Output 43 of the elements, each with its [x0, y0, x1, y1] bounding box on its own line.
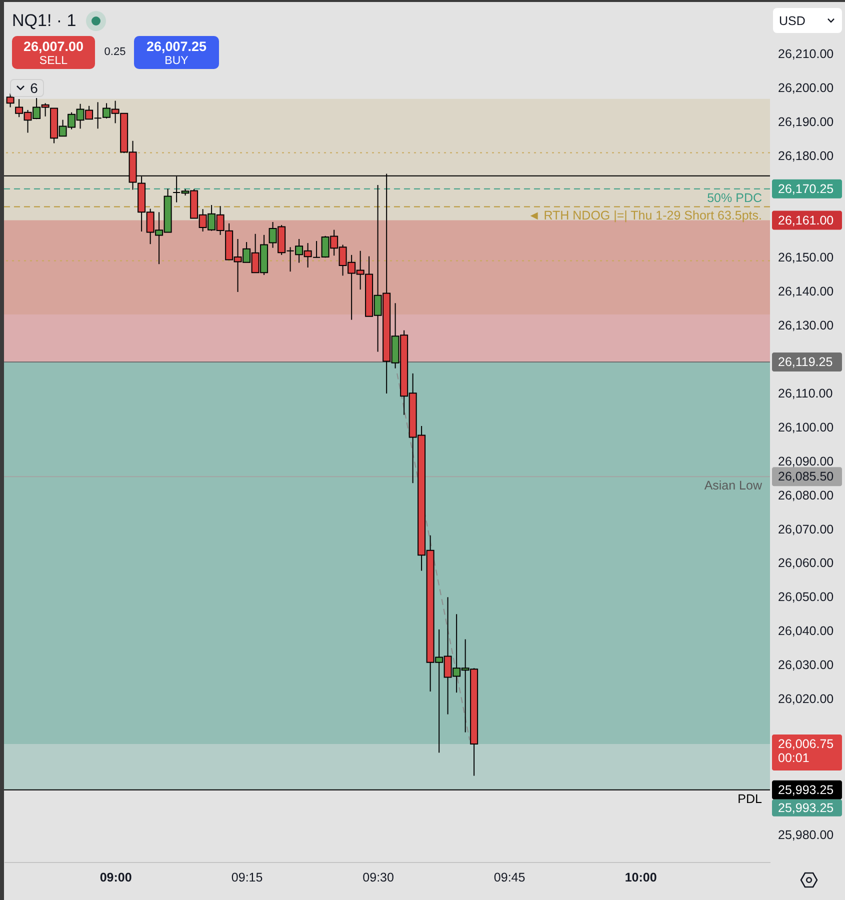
y-tick-label: 26,020.00 — [778, 692, 834, 706]
y-tick-label: 26,070.00 — [778, 522, 834, 536]
text: NQ1! · 1 — [12, 11, 76, 31]
y-tick-label: 26,140.00 — [778, 284, 834, 299]
y-tick-label: 26,119.25 — [778, 355, 833, 370]
x-tick-label: 10:00 — [624, 870, 657, 884]
text: USD — [779, 14, 806, 28]
y-tick-label: 25,993.25 — [778, 782, 834, 797]
y-tick-label: 26,180.00 — [778, 148, 834, 163]
y-tick-label: 26,030.00 — [778, 658, 834, 672]
annotation: SELL — [38, 54, 69, 68]
y-tick-label: 26,100.00 — [778, 420, 834, 434]
x-tick-label: 09:45 — [494, 870, 526, 884]
annotation: BUY — [164, 54, 190, 68]
candlestick — [6, 92, 14, 108]
x-tick-label: 09:00 — [100, 870, 132, 884]
y-tick-label: 26,080.00 — [778, 488, 834, 502]
ref-line-label: 50% PDC — [707, 190, 762, 205]
y-tick-label: 26,090.00 — [778, 454, 834, 468]
y-tick-label: 26,190.00 — [778, 114, 834, 129]
y-tick-label: 26,150.00 — [778, 250, 834, 265]
y-tick-label: 25,980.00 — [778, 828, 834, 842]
ref-line-label: Asian Low — [704, 478, 763, 493]
y-tick-label: 26,040.00 — [778, 624, 834, 638]
x-tick-label: 09:30 — [362, 870, 394, 884]
y-tick-label: 26,006.75 — [778, 737, 834, 752]
y-tick-label: 26,085.50 — [778, 470, 834, 484]
annotation: 26,007.00 — [22, 39, 85, 55]
ref-line-label: ◄ RTH NDOG |=| Thu 1-29 Short 63.5pts. — [528, 208, 762, 223]
y-tick-label: 26,130.00 — [778, 318, 834, 333]
annotation: 26,007.25 — [145, 39, 208, 55]
y-tick-label: 26,060.00 — [778, 556, 834, 570]
x-tick-label: 09:15 — [231, 870, 263, 884]
ref-line-label: PDL — [738, 792, 762, 806]
y-tick-label: 26,170.25 — [778, 182, 834, 196]
y-tick-label: 26,200.00 — [778, 80, 834, 95]
y-tick-label: 26,161.00 — [778, 213, 834, 228]
y-tick-label: 26,210.00 — [778, 46, 834, 61]
text: 00:01 — [778, 751, 810, 766]
annotation: 0.25 — [103, 46, 127, 58]
annotation: 6 — [30, 80, 38, 96]
y-tick-label: 26,050.00 — [778, 590, 834, 604]
y-tick-label: 26,110.00 — [778, 386, 833, 400]
